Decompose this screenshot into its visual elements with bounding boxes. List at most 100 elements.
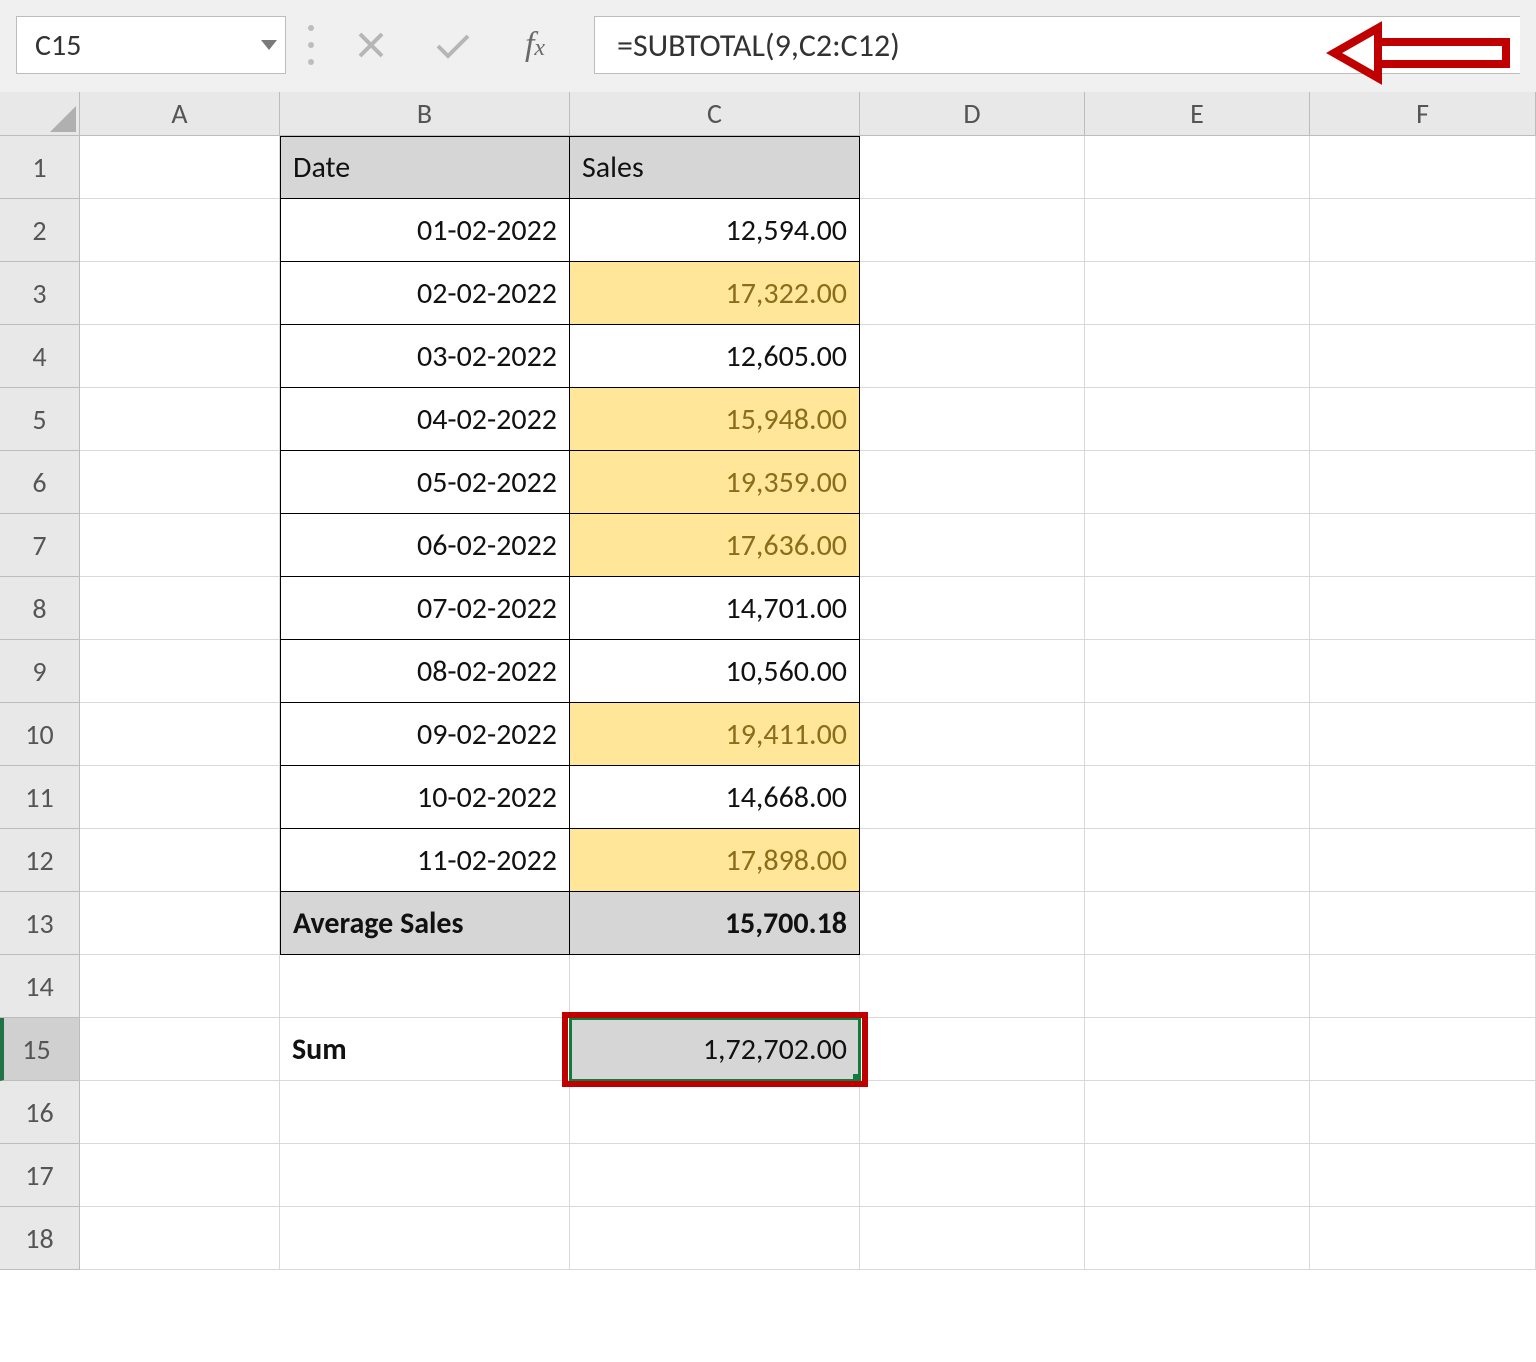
cell-E13[interactable] — [1085, 892, 1310, 955]
cell-D11[interactable] — [860, 766, 1085, 829]
cell-F15[interactable] — [1310, 1018, 1536, 1081]
row-header[interactable]: 15 — [0, 1018, 80, 1081]
cell-F7[interactable] — [1310, 514, 1536, 577]
cell-D2[interactable] — [860, 199, 1085, 262]
cell-A12[interactable] — [80, 829, 280, 892]
cell-D10[interactable] — [860, 703, 1085, 766]
cell-E4[interactable] — [1085, 325, 1310, 388]
spreadsheet-grid[interactable]: A B C D E F 1DateSales201-02-202212,594.… — [0, 92, 1536, 1270]
cell-B13[interactable]: Average Sales — [280, 892, 570, 955]
cell-C6[interactable]: 19,359.00 — [570, 451, 860, 514]
cell-C18[interactable] — [570, 1207, 860, 1270]
col-header-C[interactable]: C — [570, 92, 860, 136]
cell-E2[interactable] — [1085, 199, 1310, 262]
row-header[interactable]: 10 — [0, 703, 80, 766]
cell-E16[interactable] — [1085, 1081, 1310, 1144]
cell-D1[interactable] — [860, 136, 1085, 199]
cell-A14[interactable] — [80, 955, 280, 1018]
cell-E6[interactable] — [1085, 451, 1310, 514]
cell-F10[interactable] — [1310, 703, 1536, 766]
cell-E14[interactable] — [1085, 955, 1310, 1018]
cell-E11[interactable] — [1085, 766, 1310, 829]
cell-E15[interactable] — [1085, 1018, 1310, 1081]
cell-E3[interactable] — [1085, 262, 1310, 325]
row-header[interactable]: 13 — [0, 892, 80, 955]
cell-A5[interactable] — [80, 388, 280, 451]
cell-A8[interactable] — [80, 577, 280, 640]
cell-C11[interactable]: 14,668.00 — [570, 766, 860, 829]
cell-A11[interactable] — [80, 766, 280, 829]
cell-E5[interactable] — [1085, 388, 1310, 451]
cell-D15[interactable] — [860, 1018, 1085, 1081]
cell-A17[interactable] — [80, 1144, 280, 1207]
col-header-A[interactable]: A — [80, 92, 280, 136]
cell-E17[interactable] — [1085, 1144, 1310, 1207]
cell-C8[interactable]: 14,701.00 — [570, 577, 860, 640]
cell-C13[interactable]: 15,700.18 — [570, 892, 860, 955]
cell-A3[interactable] — [80, 262, 280, 325]
cell-B11[interactable]: 10-02-2022 — [280, 766, 570, 829]
row-header[interactable]: 11 — [0, 766, 80, 829]
cell-F11[interactable] — [1310, 766, 1536, 829]
cell-C9[interactable]: 10,560.00 — [570, 640, 860, 703]
cell-B12[interactable]: 11-02-2022 — [280, 829, 570, 892]
cell-C10[interactable]: 19,411.00 — [570, 703, 860, 766]
cell-A10[interactable] — [80, 703, 280, 766]
cell-A16[interactable] — [80, 1081, 280, 1144]
row-header[interactable]: 6 — [0, 451, 80, 514]
cell-F12[interactable] — [1310, 829, 1536, 892]
name-box-dropdown-icon[interactable] — [261, 40, 277, 50]
cell-D5[interactable] — [860, 388, 1085, 451]
cell-B5[interactable]: 04-02-2022 — [280, 388, 570, 451]
cell-A2[interactable] — [80, 199, 280, 262]
cell-D12[interactable] — [860, 829, 1085, 892]
cell-F3[interactable] — [1310, 262, 1536, 325]
cell-A7[interactable] — [80, 514, 280, 577]
insert-function-button[interactable]: fx — [500, 16, 570, 74]
cell-A1[interactable] — [80, 136, 280, 199]
cell-F14[interactable] — [1310, 955, 1536, 1018]
row-header[interactable]: 12 — [0, 829, 80, 892]
cell-B4[interactable]: 03-02-2022 — [280, 325, 570, 388]
cell-F18[interactable] — [1310, 1207, 1536, 1270]
accept-formula-button[interactable] — [418, 16, 488, 74]
col-header-D[interactable]: D — [860, 92, 1085, 136]
col-header-E[interactable]: E — [1085, 92, 1310, 136]
cell-D18[interactable] — [860, 1207, 1085, 1270]
cell-B17[interactable] — [280, 1144, 570, 1207]
cell-D9[interactable] — [860, 640, 1085, 703]
cell-C1[interactable]: Sales — [570, 136, 860, 199]
row-header[interactable]: 14 — [0, 955, 80, 1018]
row-header[interactable]: 16 — [0, 1081, 80, 1144]
cell-C7[interactable]: 17,636.00 — [570, 514, 860, 577]
cell-C5[interactable]: 15,948.00 — [570, 388, 860, 451]
row-header[interactable]: 3 — [0, 262, 80, 325]
cell-F6[interactable] — [1310, 451, 1536, 514]
cell-B7[interactable]: 06-02-2022 — [280, 514, 570, 577]
cell-B6[interactable]: 05-02-2022 — [280, 451, 570, 514]
row-header[interactable]: 4 — [0, 325, 80, 388]
cell-B3[interactable]: 02-02-2022 — [280, 262, 570, 325]
cell-D13[interactable] — [860, 892, 1085, 955]
cell-A6[interactable] — [80, 451, 280, 514]
row-header[interactable]: 7 — [0, 514, 80, 577]
cell-C17[interactable] — [570, 1144, 860, 1207]
cell-E18[interactable] — [1085, 1207, 1310, 1270]
cell-A13[interactable] — [80, 892, 280, 955]
cell-E1[interactable] — [1085, 136, 1310, 199]
cell-F16[interactable] — [1310, 1081, 1536, 1144]
cell-F2[interactable] — [1310, 199, 1536, 262]
cell-E8[interactable] — [1085, 577, 1310, 640]
cell-A9[interactable] — [80, 640, 280, 703]
row-header[interactable]: 9 — [0, 640, 80, 703]
cell-F4[interactable] — [1310, 325, 1536, 388]
row-header[interactable]: 5 — [0, 388, 80, 451]
cell-F13[interactable] — [1310, 892, 1536, 955]
cell-B1[interactable]: Date — [280, 136, 570, 199]
cell-B18[interactable] — [280, 1207, 570, 1270]
formula-input[interactable]: =SUBTOTAL(9,C2:C12) — [594, 16, 1520, 74]
cell-B15[interactable]: Sum — [280, 1018, 570, 1081]
cell-D7[interactable] — [860, 514, 1085, 577]
row-header[interactable]: 2 — [0, 199, 80, 262]
row-header[interactable]: 17 — [0, 1144, 80, 1207]
